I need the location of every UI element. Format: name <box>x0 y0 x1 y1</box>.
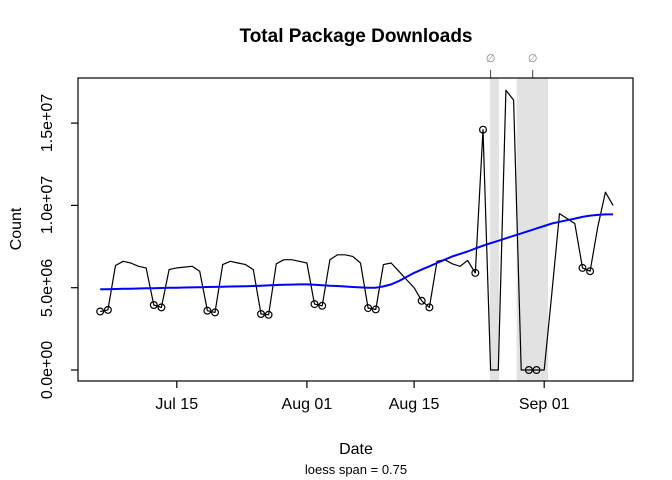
x-tick-label-jul15: Jul 15 <box>155 396 199 413</box>
missing-data-symbol-2: ∅ <box>527 53 538 65</box>
x-tick-label-aug01: Aug 01 <box>281 396 333 413</box>
y-axis-label: Count <box>8 207 25 251</box>
missing-data-symbol-1: ∅ <box>485 53 496 65</box>
y-tick-label-0: 0.0e+00 <box>39 340 56 400</box>
x-tick-label-aug15: Aug 15 <box>388 396 440 413</box>
chart-subtitle: loess span = 0.75 <box>304 462 408 477</box>
y-tick-label-15m: 1.5e+07 <box>39 93 56 153</box>
y-tick-label-10m: 1.0e+07 <box>39 176 56 235</box>
x-axis-label: Date <box>339 441 373 458</box>
y-tick-label-5m: 5.0e+06 <box>39 258 56 317</box>
x-tick-label-sep01: Sep 01 <box>518 396 570 413</box>
chart-title: Total Package Downloads <box>239 26 473 47</box>
